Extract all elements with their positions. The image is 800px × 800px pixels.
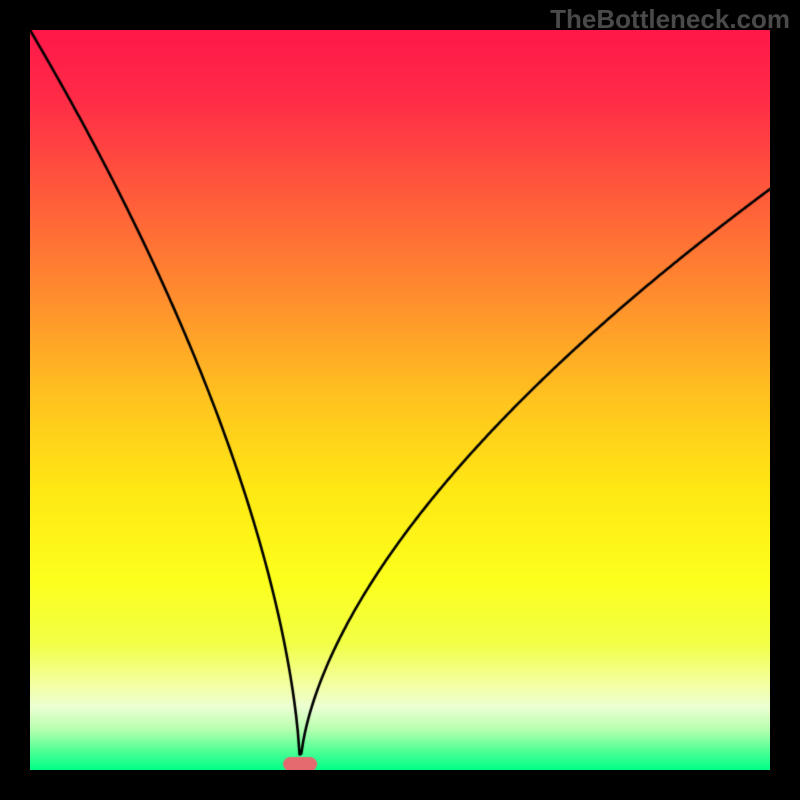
bottleneck-curve <box>30 30 770 770</box>
watermark-text: TheBottleneck.com <box>550 4 790 35</box>
chart-stage: TheBottleneck.com <box>0 0 800 800</box>
